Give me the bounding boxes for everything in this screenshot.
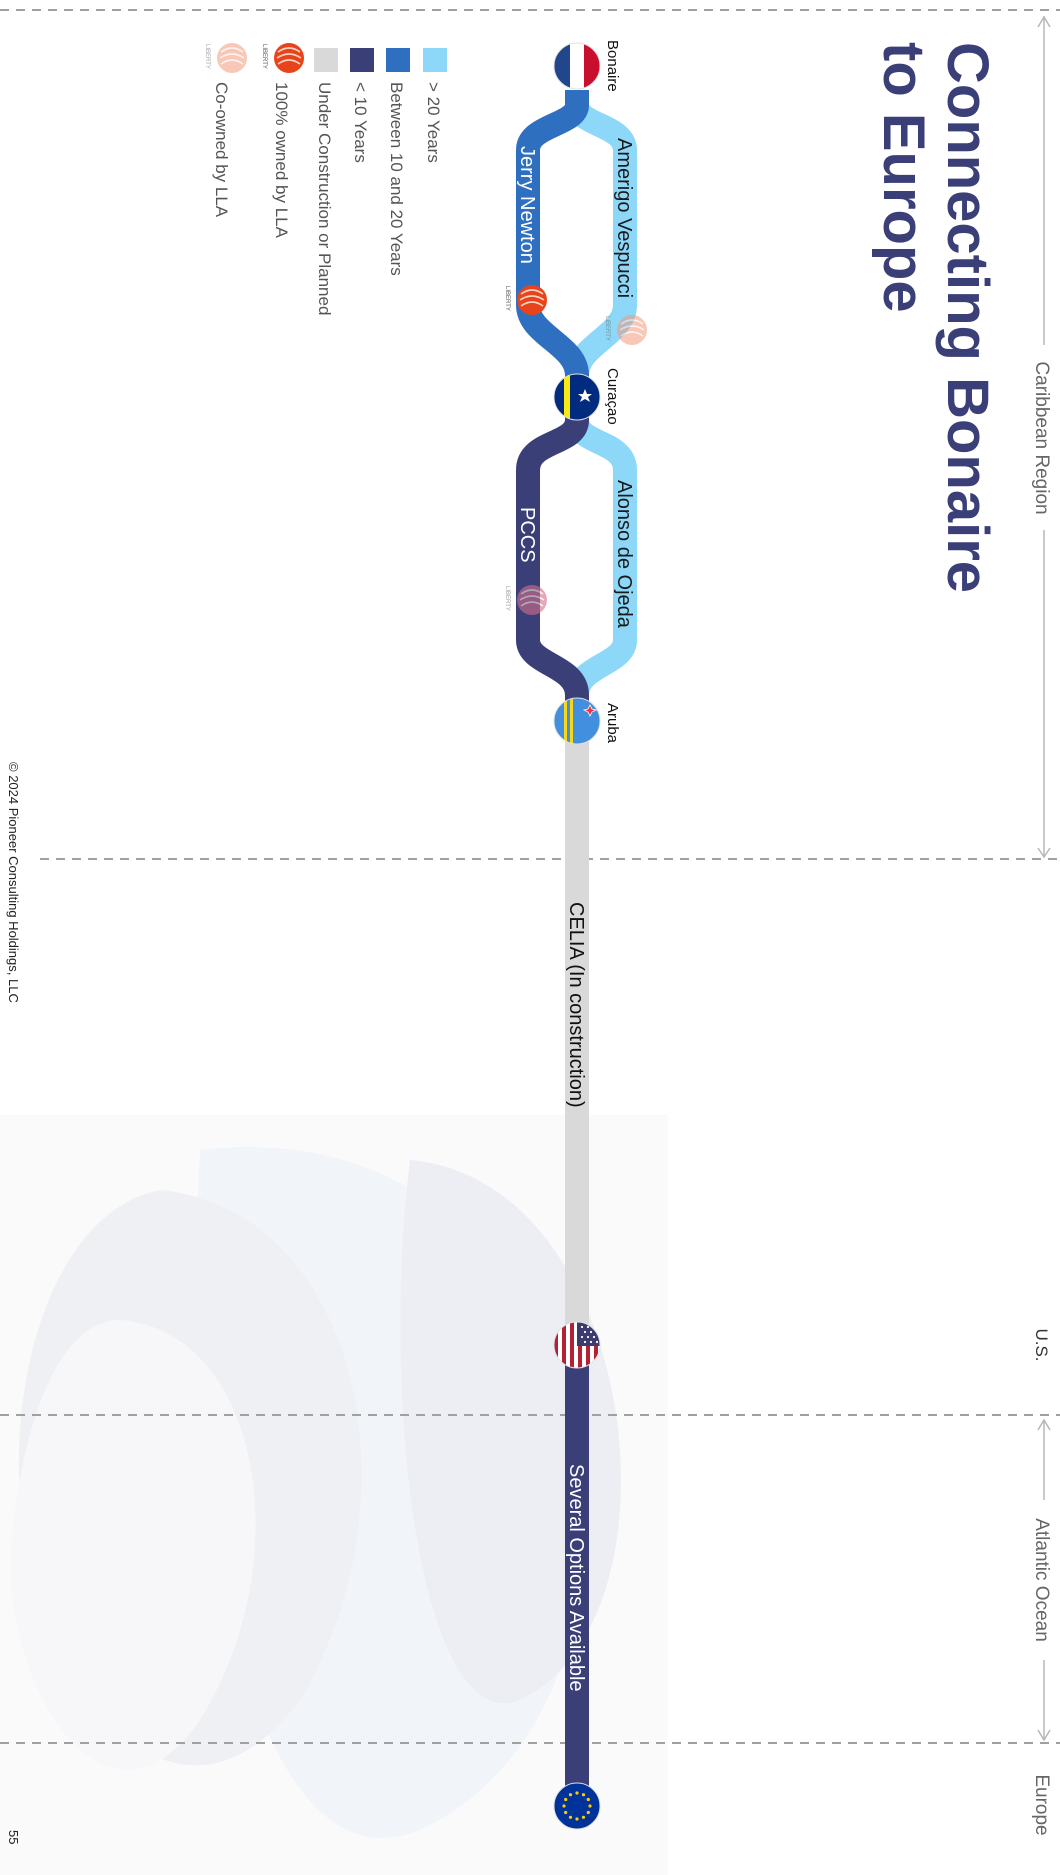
node-label-curacao: Curaçao <box>604 368 621 425</box>
cable-network <box>516 90 637 1805</box>
region-label-us: U.S. <box>1032 1328 1051 1361</box>
aruba-flag-icon[interactable] <box>553 697 601 745</box>
cable-label-jerry-newton: Jerry Newton <box>516 146 538 264</box>
region-label-atlantic: Atlantic Ocean <box>1031 1518 1052 1642</box>
cable-amerigo-vespucci <box>565 90 637 395</box>
liberty-logo-text: LIBERTY <box>261 44 267 69</box>
liberty-logo-text: LIBERTY <box>604 316 610 341</box>
liberty-logo-faded-icon: LIBERTY <box>504 585 547 615</box>
legend-label-under-construction: Under Construction or Planned <box>315 82 334 315</box>
cable-label-pccs: PCCS <box>516 507 538 563</box>
region-extent-lines <box>1037 15 1051 1742</box>
cable-label-amerigo-vespucci: Amerigo Vespucci <box>613 138 635 298</box>
legend-label-under-10-years: < 10 Years <box>351 82 370 163</box>
legend-swatch-under-construction <box>314 48 338 72</box>
footer-page-number: 55 <box>6 1830 21 1844</box>
cable-label-several-options: Several Options Available <box>565 1464 587 1692</box>
legend-swatch-10-20-years <box>386 48 410 72</box>
node-label-aruba: Aruba <box>604 703 621 744</box>
bonaire-flag-icon[interactable] <box>553 42 601 90</box>
liberty-logo-faded-icon: LIBERTY <box>604 315 647 345</box>
liberty-logo-text: LIBERTY <box>504 286 510 311</box>
legend-label-co-owned: Co-owned by LLA <box>212 82 231 218</box>
region-dividers <box>0 9 1060 1744</box>
region-label-europe: Europe <box>1031 1774 1052 1835</box>
footer-copyright: © 2024 Pioneer Consulting Holdings, LLC <box>6 762 21 1003</box>
legend-label-over-20-years: > 20 Years <box>424 82 443 163</box>
curacao-flag-icon[interactable] <box>553 373 601 421</box>
page-title-line1: Connecting Bonaire <box>935 42 1000 593</box>
legend: > 20 Years Between 10 and 20 Years < 10 … <box>204 43 447 315</box>
legend-label-100-owned: 100% owned by LLA <box>272 82 291 239</box>
liberty-logo-icon: LIBERTY <box>504 285 547 315</box>
legend-label-10-20-years: Between 10 and 20 Years <box>387 82 406 276</box>
liberty-logo-text: LIBERTY <box>504 586 510 611</box>
region-label-caribbean: Caribbean Region <box>1031 361 1052 514</box>
liberty-logo-icon: LIBERTY <box>261 43 304 73</box>
legend-swatch-under-10-years <box>350 48 374 72</box>
liberty-logo-text: LIBERTY <box>204 44 210 69</box>
cable-label-celia: CELIA (In construction) <box>565 902 587 1108</box>
us-flag-icon[interactable] <box>553 1321 601 1369</box>
legend-swatch-over-20-years <box>423 48 447 72</box>
page-title-line2: to Europe <box>871 42 936 313</box>
cable-label-alonso-de-ojeda: Alonso de Ojeda <box>613 480 635 629</box>
eu-flag-icon[interactable] <box>553 1782 601 1830</box>
cable-pccs <box>516 400 589 720</box>
node-label-bonaire: Bonaire <box>604 40 621 92</box>
liberty-logo-faded-icon: LIBERTY <box>204 43 247 73</box>
